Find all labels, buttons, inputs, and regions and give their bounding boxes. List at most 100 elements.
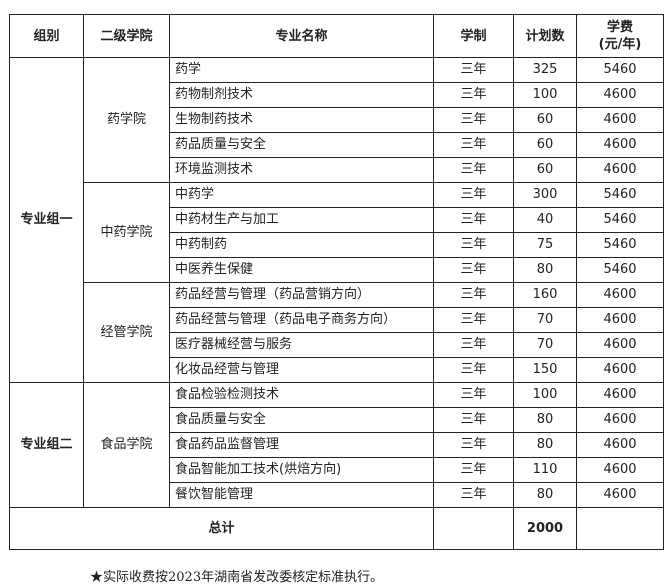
major-plan: 110 [513,457,577,483]
major-duration: 三年 [433,407,514,433]
major-fee: 4600 [576,282,664,308]
major-duration: 三年 [433,282,514,308]
header-plan: 计划数 [513,14,577,58]
header-fee: 学费 (元/年) [576,14,664,58]
total-label: 总计 [9,507,434,550]
major-plan: 100 [513,382,577,408]
major-name: 环境监测技术 [169,157,434,183]
college-cell: 经管学院 [83,282,170,383]
major-plan: 300 [513,182,577,208]
header-college: 二级学院 [83,14,170,58]
group-cell: 专业组二 [9,382,84,508]
table-row: 专业组二 食品学院 食品检验检测技术 三年 100 4600 [9,382,664,508]
major-fee: 4600 [576,432,664,458]
major-name: 中医养生保健 [169,257,434,283]
major-fee: 4600 [576,407,664,433]
table-row: 食品药品监督管理 三年 80 4600 [10,432,664,458]
major-fee: 5460 [576,257,664,283]
header-duration: 学制 [433,14,514,58]
major-plan: 60 [513,132,577,158]
major-duration: 三年 [433,232,514,258]
college-cell: 药学院 [83,57,170,183]
major-duration: 三年 [433,157,514,183]
major-duration: 三年 [433,307,514,333]
major-name: 药物制剂技术 [169,82,434,108]
major-plan: 80 [513,482,577,508]
major-name: 食品药品监督管理 [169,432,434,458]
major-fee: 4600 [576,82,664,108]
major-duration: 三年 [433,132,514,158]
major-name: 化妆品经营与管理 [169,357,434,383]
major-fee: 4600 [576,357,664,383]
total-plan: 2000 [513,507,577,550]
major-name: 生物制药技术 [169,107,434,133]
major-duration: 三年 [433,382,514,408]
major-plan: 60 [513,157,577,183]
major-fee: 4600 [576,107,664,133]
major-duration: 三年 [433,482,514,508]
major-name: 中药学 [169,182,434,208]
major-name: 中药制药 [169,232,434,258]
major-plan: 80 [513,432,577,458]
major-plan: 80 [513,407,577,433]
major-fee: 5460 [576,207,664,233]
major-plan: 60 [513,107,577,133]
major-plan: 100 [513,82,577,108]
college-cell: 食品学院 [83,382,170,508]
major-fee: 5460 [576,57,664,83]
table-row: 食品质量与安全 三年 80 4600 [10,407,664,433]
table-row: 中药学院 中药学 三年 300 5460 [10,182,664,283]
major-fee: 4600 [576,132,664,158]
table-row: 中医养生保健 三年 80 5460 [10,257,664,283]
major-duration: 三年 [433,82,514,108]
group-cell: 专业组一 [9,57,84,383]
major-plan: 325 [513,57,577,83]
major-duration: 三年 [433,457,514,483]
major-duration: 三年 [433,107,514,133]
total-duration [433,507,514,550]
header-fee-line1: 学费 [606,20,633,35]
major-plan: 80 [513,257,577,283]
major-name: 餐饮智能管理 [169,482,434,508]
table-row: 药品经营与管理（药品电子商务方向） 三年 70 4600 [10,307,664,333]
header-fee-line2: (元/年) [598,37,642,52]
major-fee: 5460 [576,182,664,208]
major-fee: 4600 [576,482,664,508]
major-duration: 三年 [433,207,514,233]
fee-note: ★实际收费按2023年湖南省发改委核定标准执行。 [90,570,384,585]
major-plan: 70 [513,307,577,333]
major-fee: 4600 [576,332,664,358]
major-name: 药品经营与管理（药品电子商务方向） [169,307,434,333]
major-duration: 三年 [433,257,514,283]
total-fee [576,507,664,550]
major-name: 食品智能加工技术(烘焙方向) [169,457,434,483]
college-cell: 中药学院 [83,182,170,283]
table-row: 中药制药 三年 75 5460 [10,232,664,258]
table-row: 环境监测技术 三年 60 4600 [10,157,664,183]
major-plan: 40 [513,207,577,233]
major-duration: 三年 [433,57,514,83]
table-row: 经管学院 药品经营与管理（药品营销方向） 三年 160 4600 [10,282,664,383]
table-header-row: 组别 二级学院 专业名称 学制 计划数 学费 (元/年) [9,14,664,58]
major-fee: 4600 [576,382,664,408]
major-fee: 5460 [576,232,664,258]
table-row: 生物制药技术 三年 60 4600 [10,107,664,133]
total-row: 总计 2000 [9,507,664,550]
major-plan: 150 [513,357,577,383]
enrollment-plan-table: 组别 二级学院 专业名称 学制 计划数 学费 (元/年) 专业组一 药学院 药学 三年 3… [9,14,664,550]
table-row: 中药材生产与加工 三年 40 5460 [10,207,664,233]
major-fee: 4600 [576,157,664,183]
major-name: 药品质量与安全 [169,132,434,158]
table-row: 药品质量与安全 三年 60 4600 [10,132,664,158]
header-group: 组别 [9,14,84,58]
table-row: 专业组一 药学院 药学 三年 325 5460 [9,57,664,383]
major-name: 食品质量与安全 [169,407,434,433]
major-duration: 三年 [433,182,514,208]
major-name: 中药材生产与加工 [169,207,434,233]
major-name: 药学 [169,57,434,83]
table-row: 药物制剂技术 三年 100 4600 [10,82,664,108]
major-name: 食品检验检测技术 [169,382,434,408]
major-plan: 160 [513,282,577,308]
major-fee: 4600 [576,307,664,333]
major-fee: 4600 [576,457,664,483]
